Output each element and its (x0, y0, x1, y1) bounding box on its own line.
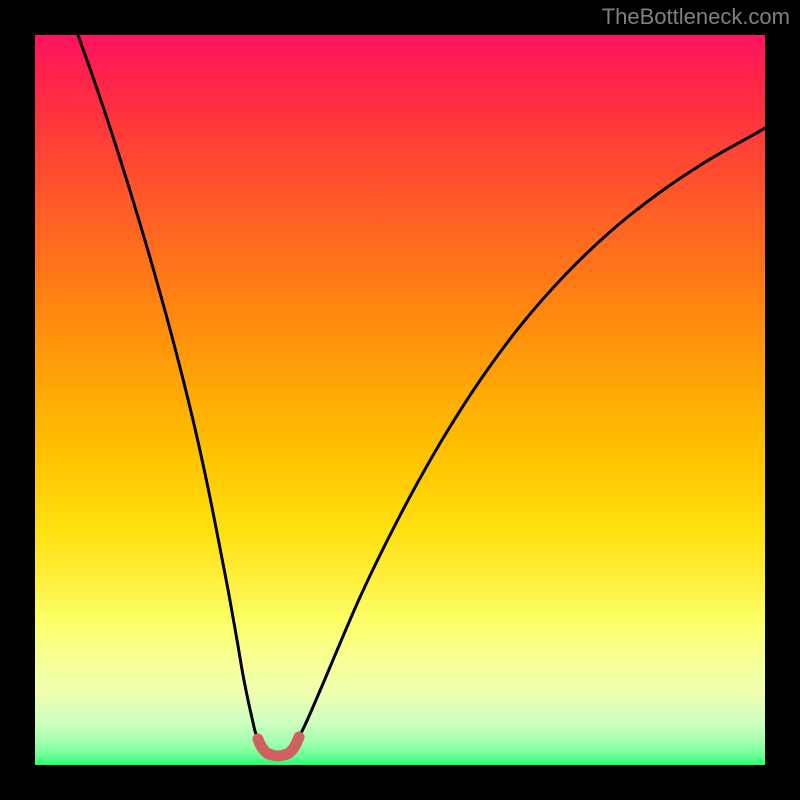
watermark-text: TheBottleneck.com (602, 4, 790, 30)
chart-svg (35, 35, 765, 765)
plot-area (35, 35, 765, 765)
chart-container: TheBottleneck.com (0, 0, 800, 800)
gradient-background (35, 35, 765, 765)
